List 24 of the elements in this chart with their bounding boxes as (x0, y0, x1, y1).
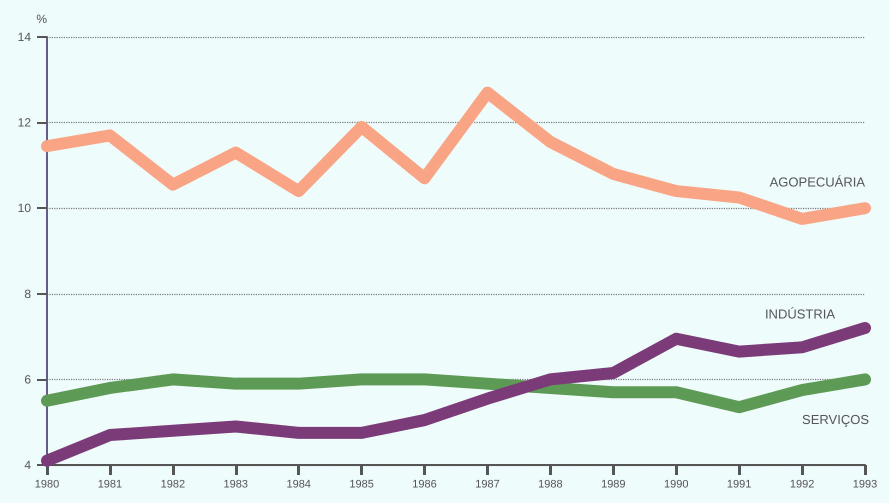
x-tick-label: 1981 (98, 478, 122, 490)
x-tick-label: 1982 (160, 478, 186, 490)
x-tick-label: 1983 (224, 478, 248, 490)
y-axis-title: % (36, 12, 48, 26)
y-tick-label: 12 (18, 116, 32, 130)
x-tick-label: 1986 (412, 478, 437, 490)
y-tick-label: 8 (24, 286, 32, 301)
x-tick-label: 1980 (34, 478, 60, 490)
series-label: AGOPECUÁRIA (770, 174, 866, 190)
x-tick-label: 1984 (286, 478, 311, 490)
x-tick-label: 1987 (475, 478, 500, 490)
x-tick-label: 1988 (538, 478, 563, 490)
x-tick-label: 1992 (790, 478, 814, 490)
x-tick-label: 1990 (664, 478, 688, 490)
x-tick-label: 1991 (726, 478, 752, 490)
x-tick-label: 1989 (601, 478, 626, 490)
x-tick-label: 1993 (852, 478, 878, 490)
series-label: INDÚSTRIA (764, 306, 836, 322)
x-tick-label: 1985 (349, 478, 374, 490)
y-tick-label: 4 (24, 458, 32, 472)
y-tick-label: 10 (18, 201, 32, 216)
y-tick-label: 6 (24, 372, 32, 386)
series-label: SERVIÇOS (802, 412, 870, 427)
y-tick-label: 14 (18, 30, 32, 44)
